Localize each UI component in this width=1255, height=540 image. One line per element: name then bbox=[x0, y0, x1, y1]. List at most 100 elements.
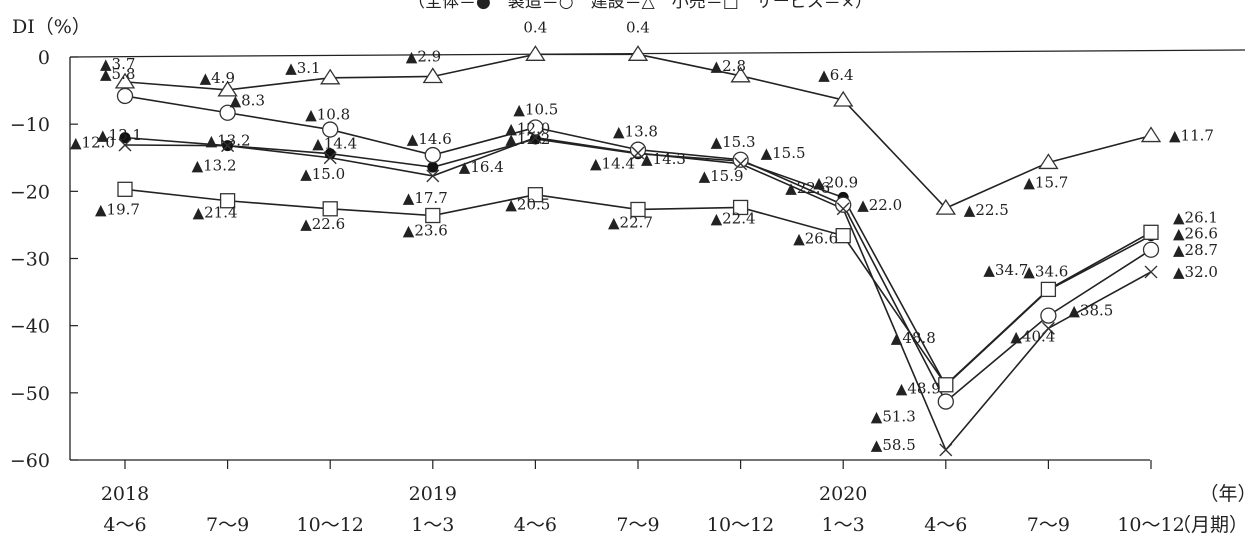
retail-data-label: ▲22.4 bbox=[711, 209, 756, 227]
x-tick-period-label: 4〜6 bbox=[924, 514, 967, 536]
manufacturing-data-label: ▲15.3 bbox=[711, 133, 756, 151]
x-axis-period-unit: （月期） bbox=[1172, 514, 1248, 536]
retail-data-label: ▲22.6 bbox=[300, 215, 345, 233]
construction-marker bbox=[627, 45, 649, 61]
services-data-label: ▲13.1 bbox=[97, 126, 142, 144]
manufacturing-data-label: ▲38.5 bbox=[1068, 302, 1113, 320]
manufacturing-data-label: ▲28.7 bbox=[1173, 241, 1218, 259]
retail-marker bbox=[1040, 281, 1057, 298]
x-tick-period-label: 10〜12 bbox=[297, 514, 364, 536]
services-data-label: ▲17.7 bbox=[403, 189, 448, 207]
services-marker bbox=[221, 139, 235, 153]
total-data-label: ▲20.9 bbox=[813, 173, 858, 191]
services-marker bbox=[1041, 321, 1055, 335]
retail-data-label: ▲26.6 bbox=[793, 230, 838, 248]
x-tick-period-label: 1〜3 bbox=[411, 514, 454, 536]
manufacturing-data-label: ▲10.8 bbox=[305, 106, 350, 124]
retail-data-label: ▲19.7 bbox=[95, 200, 140, 218]
y-tick-label: −50 bbox=[10, 383, 50, 405]
manufacturing-marker bbox=[322, 121, 339, 138]
manufacturing-marker bbox=[937, 393, 954, 410]
total-data-label: ▲16.4 bbox=[459, 158, 504, 176]
total-data-label: ▲12.0 bbox=[70, 134, 115, 152]
x-axis-year-unit: （年） bbox=[1199, 483, 1255, 505]
construction-data-label: ▲11.7 bbox=[1169, 127, 1214, 145]
services-marker bbox=[734, 157, 748, 171]
x-tick-period-label: 10〜12 bbox=[707, 514, 774, 536]
construction-data-label: ▲2.8 bbox=[711, 57, 746, 75]
construction-data-label: ▲2.9 bbox=[406, 47, 441, 65]
total-data-label: ▲14.4 bbox=[590, 155, 635, 173]
data-labels: ▲12.0 ▲13.2 ▲14.4 ▲16.4▲12.2 ▲14.4 ▲15.5 ▲20.9… bbox=[70, 18, 1218, 454]
services-marker bbox=[118, 138, 132, 152]
manufacturing-marker bbox=[219, 104, 236, 121]
x-tick-period-label: 10〜12 bbox=[1117, 514, 1184, 536]
retail-data-label: ▲22.7 bbox=[608, 213, 653, 231]
total-marker bbox=[324, 148, 336, 160]
construction-data-label: 0.4 bbox=[626, 18, 650, 36]
retail-data-label: ▲34.6 bbox=[1023, 262, 1068, 280]
manufacturing-marker bbox=[116, 87, 134, 105]
x-tick-year-label: 2018 bbox=[101, 483, 149, 505]
manufacturing-marker bbox=[1142, 241, 1160, 258]
x-tick-period-label: 7〜9 bbox=[206, 514, 249, 536]
manufacturing-data-label: ▲14.6 bbox=[407, 130, 452, 148]
construction-data-label: ▲4.9 bbox=[200, 69, 235, 87]
zero-line bbox=[69, 49, 1246, 58]
y-axis-title: DI（%） bbox=[12, 16, 91, 38]
y-tick-label: −30 bbox=[10, 249, 50, 271]
services-data-label: ▲12.0 bbox=[505, 120, 550, 138]
total-data-label: ▲26.6 bbox=[1173, 225, 1218, 243]
manufacturing-data-label: ▲13.8 bbox=[613, 123, 658, 141]
x-tick-period-label: 7〜9 bbox=[616, 514, 659, 536]
retail-data-label: ▲26.1 bbox=[1173, 208, 1218, 226]
manufacturing-marker bbox=[629, 141, 647, 158]
construction-marker bbox=[833, 90, 854, 107]
services-data-label: ▲58.5 bbox=[871, 436, 916, 454]
services-marker bbox=[426, 169, 440, 183]
construction-data-label: ▲3.7 bbox=[100, 55, 135, 73]
retail-marker bbox=[527, 187, 544, 203]
manufacturing-data-label: ▲22.0 bbox=[857, 196, 902, 214]
manufacturing-marker bbox=[835, 196, 852, 213]
total-marker bbox=[427, 161, 439, 173]
total-data-label: ▲15.5 bbox=[761, 144, 806, 162]
total-data-label: ▲14.4 bbox=[312, 135, 357, 153]
services-marker bbox=[836, 202, 850, 216]
services-data-label: ▲40.4 bbox=[1010, 327, 1055, 345]
manufacturing-marker bbox=[527, 119, 544, 136]
services-data-label: ▲15.9 bbox=[699, 167, 744, 185]
retail-marker bbox=[322, 201, 338, 217]
retail-marker bbox=[630, 201, 646, 218]
y-tick-label: −10 bbox=[10, 114, 50, 136]
retail-marker bbox=[117, 181, 133, 197]
services-data-label: ▲15.0 bbox=[300, 165, 345, 183]
total-data-label: ▲12.2 bbox=[505, 130, 550, 148]
manufacturing-marker bbox=[732, 151, 749, 168]
y-tick-label: 0 bbox=[38, 47, 50, 69]
construction-marker bbox=[422, 67, 443, 84]
y-tick-label: −60 bbox=[10, 450, 50, 472]
x-tick-period-label: 4〜6 bbox=[514, 514, 557, 536]
services-marker bbox=[323, 151, 337, 165]
services-data-label: ▲13.2 bbox=[192, 157, 237, 175]
retail-marker bbox=[425, 207, 441, 224]
x-tick-year-label: 2019 bbox=[409, 483, 457, 505]
manufacturing-marker bbox=[1040, 307, 1057, 324]
y-tick-label: −40 bbox=[10, 316, 50, 338]
construction-marker bbox=[1140, 126, 1162, 143]
series-markers bbox=[114, 45, 1162, 457]
series-lines bbox=[124, 53, 1152, 452]
construction-marker bbox=[217, 80, 238, 97]
construction-marker bbox=[935, 198, 956, 215]
construction-data-label: ▲15.7 bbox=[1023, 173, 1068, 191]
manufacturing-data-label: ▲10.5 bbox=[513, 101, 558, 119]
x-tick-period-label: 7〜9 bbox=[1027, 514, 1070, 536]
construction-data-label: ▲6.4 bbox=[818, 66, 853, 84]
construction-marker bbox=[730, 66, 751, 83]
retail-data-label: ▲48.8 bbox=[891, 329, 936, 347]
axes: 0 −10 −20 −30 −40 −50 −60 2018 4〜6 7〜9 10〜12 2019 1〜… bbox=[10, 47, 1246, 536]
retail-data-label: ▲20.5 bbox=[505, 196, 550, 214]
services-marker bbox=[631, 146, 645, 160]
